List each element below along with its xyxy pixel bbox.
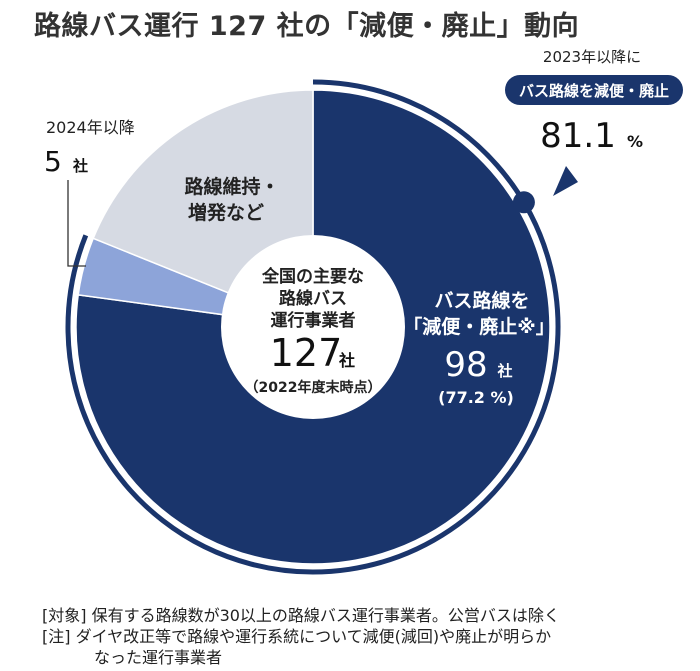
reduced-label-line1: バス路線を: [434, 289, 529, 312]
callout-unit: %: [627, 132, 643, 151]
center-line2: 路線バス: [279, 288, 347, 309]
page-title: 路線バス運行 127 社の「減便・廃止」動向: [34, 11, 580, 42]
callout-badge-text: バス路線を減便・廃止: [519, 82, 669, 100]
outer-arc-end-dot: [512, 191, 535, 214]
outer-arc-2023-reduced: [65, 79, 561, 575]
donut-hole: [221, 235, 405, 419]
note-target: [対象] 保有する路線数が30以上の路線バス運行事業者。公営バスは除く: [42, 606, 560, 625]
reduced-unit: 社: [496, 362, 512, 380]
maintained-label-line1: 路線維持・: [184, 175, 279, 198]
center-count: 127: [270, 331, 343, 375]
reduced-percent: (77.2 %): [438, 388, 514, 407]
center-date: （2022年度末時点）: [245, 379, 382, 396]
callout-line1: 2023年以降に: [543, 48, 641, 66]
y2024-unit: 社: [72, 157, 88, 175]
note-remark: [注] ダイヤ改正等で路線や運行系統について減便(減回)や廃止が明らか: [42, 627, 552, 646]
maintained-label-line2: 増発など: [188, 201, 264, 224]
reduced-label-line2: 「減便・廃止※」: [403, 315, 554, 338]
callout-value: 81.1: [540, 116, 616, 156]
y2024-label-line1: 2024年以降: [46, 118, 135, 137]
center-line1: 全国の主要な: [261, 266, 364, 287]
callout-badge: [505, 75, 683, 105]
center-unit: 社: [338, 351, 355, 370]
reduced-count: 98: [444, 345, 487, 385]
note-remark-cont: なった運行事業者: [94, 648, 223, 667]
callout-pointer: [553, 166, 578, 196]
y2024-count: 5: [44, 145, 62, 178]
y2024-leader-line: [67, 180, 86, 267]
center-line3: 運行事業者: [271, 310, 356, 331]
